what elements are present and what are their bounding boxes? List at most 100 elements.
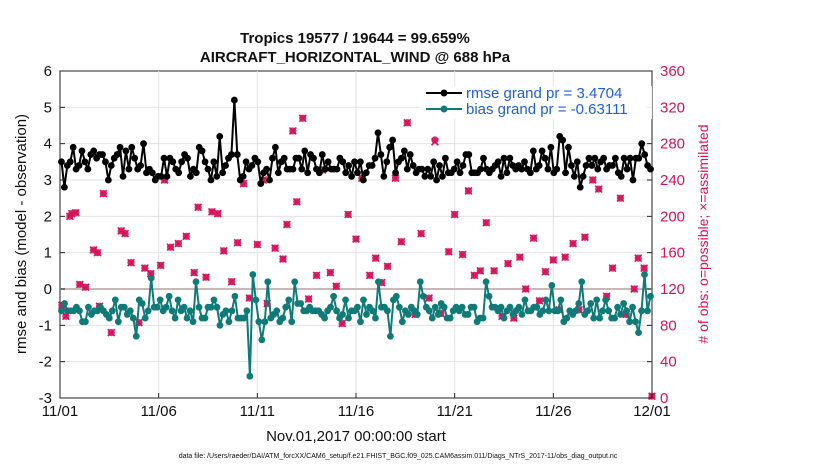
bias-point	[192, 278, 200, 286]
obs-assimilated-point	[279, 255, 287, 263]
rmse-point	[295, 154, 303, 162]
rmse-point	[175, 169, 183, 177]
obs-assimilated-point	[140, 264, 149, 273]
rmse-point	[324, 158, 332, 166]
rmse-point	[439, 172, 446, 180]
rmse-point	[351, 158, 358, 166]
y-tick-label: 1	[44, 245, 52, 262]
bias-point	[416, 278, 424, 286]
bias-point	[632, 318, 639, 326]
rmse-point	[620, 154, 628, 162]
bias-point	[557, 296, 565, 304]
rmse-point	[535, 162, 543, 169]
bias-point	[225, 318, 233, 326]
bias-point	[345, 314, 352, 322]
obs-assimilated-point	[541, 267, 550, 276]
bias-point	[602, 296, 610, 304]
bias-point	[255, 318, 263, 326]
obs-assimilated-point	[521, 285, 530, 293]
rmse-point	[503, 169, 511, 177]
bias-point	[500, 314, 508, 322]
obs-assimilated-point	[190, 268, 199, 277]
bias-point	[623, 307, 630, 315]
bias-point	[428, 314, 436, 322]
bias-point	[243, 307, 251, 315]
rmse-point	[371, 154, 379, 162]
legend-rmse-label: rmse grand pr = 3.4704	[466, 85, 622, 102]
obs-assimilated-point	[352, 235, 360, 244]
rmse-point	[75, 162, 83, 169]
obs-assimilated-point	[227, 277, 236, 286]
bias-point	[165, 292, 173, 300]
bias-point	[162, 303, 170, 311]
bias-point	[156, 296, 164, 304]
bias-point	[506, 303, 514, 311]
rmse-point	[529, 147, 537, 155]
rmse-point	[125, 165, 133, 173]
bias-point	[85, 303, 92, 311]
rmse-point	[310, 154, 317, 162]
bias-point	[518, 311, 526, 318]
bias-point	[126, 307, 134, 315]
bias-point	[464, 311, 472, 318]
chart-subtitle: AIRCRAFT_HORIZONTAL_WIND @ 688 hPa	[200, 49, 511, 66]
obs-assimilated-point	[194, 203, 203, 212]
bias-point	[168, 307, 176, 315]
obs-assimilated-point	[425, 294, 433, 303]
obs-assimilated-point	[616, 194, 625, 203]
bias-point	[108, 307, 116, 315]
bias-point	[605, 307, 613, 315]
rmse-point	[187, 172, 194, 180]
rmse-point	[421, 172, 429, 180]
bias-point	[195, 303, 203, 311]
x-tick-label: 11/16	[338, 403, 374, 420]
rmse-point	[321, 165, 329, 173]
y-tick-label: 5	[44, 99, 52, 116]
rmse-point	[538, 147, 546, 155]
rmse-point	[210, 158, 218, 166]
obs-assimilated-point	[608, 264, 617, 273]
rmse-point	[629, 176, 637, 184]
rmse-point	[521, 158, 528, 166]
bias-point	[342, 296, 349, 304]
x-tick-label: 12/01	[633, 403, 671, 420]
obs-assimilated-point	[298, 114, 307, 123]
bias-point	[620, 300, 627, 307]
bias-point	[210, 296, 218, 304]
obs-assimilated-point	[99, 189, 108, 198]
rmse-point	[406, 151, 414, 158]
rmse-point	[169, 158, 177, 166]
rmse-point	[213, 172, 221, 180]
bias-point	[599, 307, 607, 315]
bias-point	[82, 318, 89, 326]
y-right-tick-label: 120	[660, 281, 685, 298]
rmse-point	[635, 154, 643, 162]
bias-point	[626, 318, 633, 326]
obs-assimilated-point	[470, 271, 479, 280]
bias-point	[330, 292, 337, 300]
rmse-point	[342, 169, 350, 177]
bias-point	[144, 307, 152, 315]
bias-point	[105, 314, 113, 322]
y-tick-label: -2	[39, 354, 52, 371]
rmse-point	[559, 136, 567, 144]
obs-assimilated-point	[332, 282, 341, 291]
bias-point	[515, 303, 523, 311]
bias-point	[593, 296, 601, 304]
obs-assimilated-point	[535, 296, 544, 305]
bias-point	[584, 307, 592, 315]
rmse-point	[242, 158, 250, 166]
bias-point	[392, 292, 400, 300]
bias-point	[327, 303, 334, 311]
obs-assimilated-point	[174, 239, 183, 248]
rmse-point	[301, 147, 309, 155]
bias-point	[446, 314, 454, 322]
bias-series	[58, 271, 654, 380]
obs-assimilated-point	[81, 283, 90, 292]
bias-point	[638, 307, 645, 315]
rmse-point	[66, 158, 74, 166]
rmse-point	[104, 176, 112, 184]
obs-assimilated-point	[464, 186, 473, 195]
rmse-point	[398, 154, 405, 162]
obs-assimilated-point	[89, 245, 98, 254]
